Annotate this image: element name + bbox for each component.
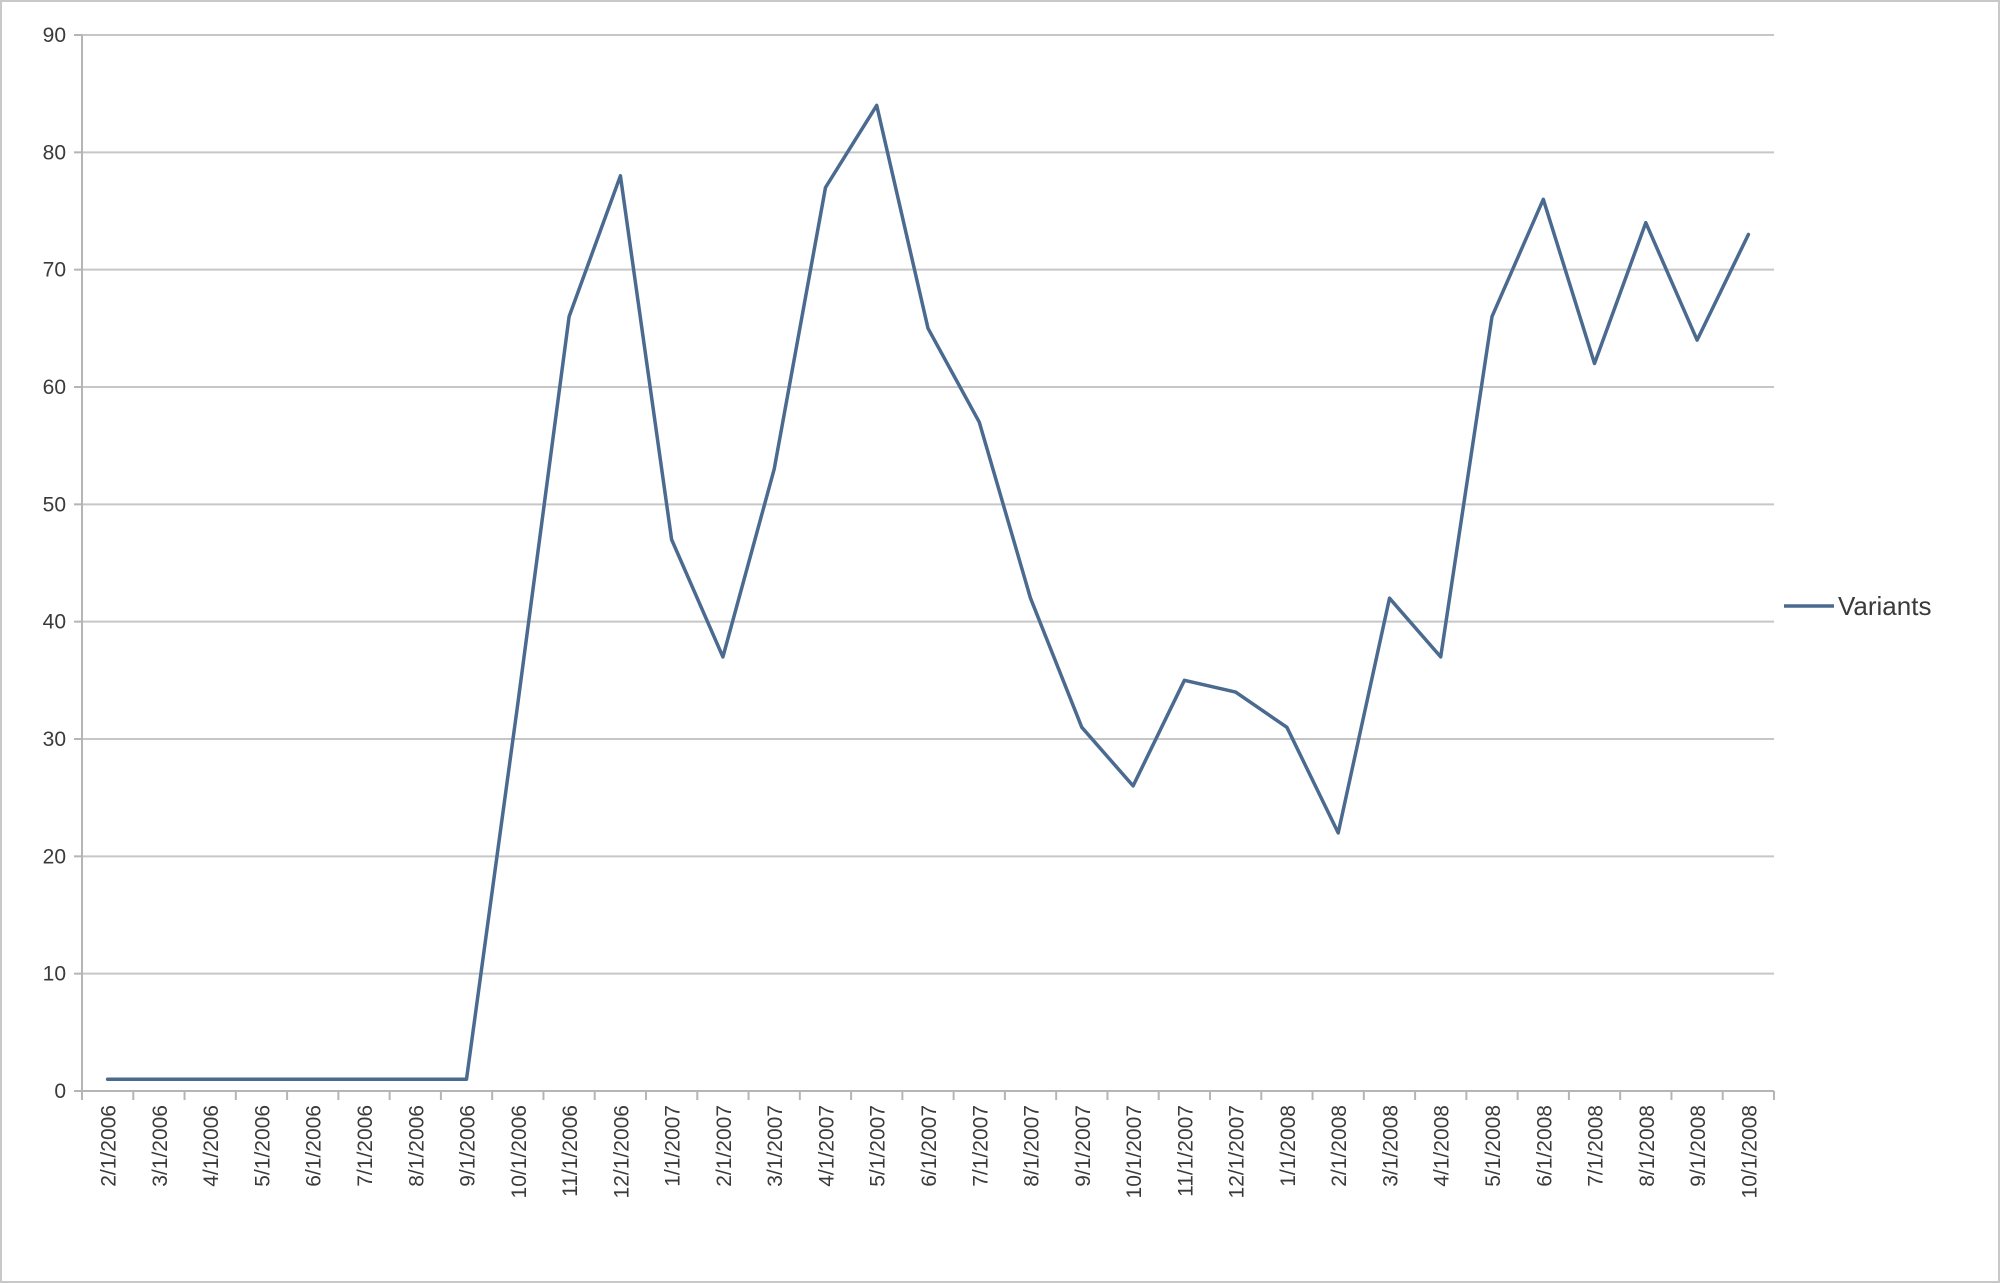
x-tick-label: 5/1/2007 xyxy=(867,1105,890,1187)
y-tick-label: 20 xyxy=(43,845,66,868)
x-tick-label: 2/1/2008 xyxy=(1328,1105,1351,1187)
x-tick-label: 3/1/2007 xyxy=(764,1105,787,1187)
x-tick-label: 11/1/2007 xyxy=(1174,1105,1197,1197)
y-axis-ticks: 0 10 20 30 40 50 60 70 80 90 xyxy=(43,24,66,1103)
x-tick-label: 7/1/2008 xyxy=(1585,1105,1608,1187)
legend-label: Variants xyxy=(1838,591,1931,621)
y-tick-label: 70 xyxy=(43,259,66,282)
x-tick-label: 7/1/2006 xyxy=(354,1105,377,1187)
x-tick-label: 5/1/2006 xyxy=(251,1105,274,1187)
y-tick-label: 60 xyxy=(43,376,66,399)
axes xyxy=(74,34,1775,1100)
x-tick-label: 10/1/2006 xyxy=(508,1105,531,1198)
series-group xyxy=(105,103,1751,1082)
y-tick-label: 80 xyxy=(43,141,66,164)
x-tick-label: 8/1/2007 xyxy=(1021,1105,1044,1187)
y-tick-label: 40 xyxy=(43,611,66,634)
x-axis-ticks: 2/1/2006 3/1/2006 4/1/2006 5/1/2006 6/1/2006… xyxy=(98,1105,1762,1198)
x-tick-label: 10/1/2008 xyxy=(1738,1105,1761,1198)
x-tick-label: 3/1/2006 xyxy=(149,1105,172,1187)
x-tick-label: 4/1/2007 xyxy=(815,1105,838,1187)
y-tick-label: 90 xyxy=(43,24,66,47)
x-tick-label: 9/1/2007 xyxy=(1072,1105,1095,1187)
x-tick-label: 8/1/2006 xyxy=(405,1105,428,1187)
x-tick-label: 2/1/2007 xyxy=(713,1105,736,1187)
x-tick-label: 2/1/2006 xyxy=(98,1105,121,1187)
x-tick-label: 12/1/2007 xyxy=(1226,1105,1249,1198)
x-tick-label: 9/1/2008 xyxy=(1687,1105,1710,1187)
x-tick-label: 6/1/2006 xyxy=(303,1105,326,1187)
x-tick-label: 4/1/2006 xyxy=(200,1105,223,1187)
gridlines xyxy=(82,34,1774,975)
x-tick-label: 7/1/2007 xyxy=(969,1105,992,1187)
x-tick-label: 6/1/2008 xyxy=(1533,1105,1556,1187)
x-tick-label: 12/1/2006 xyxy=(610,1105,633,1198)
legend: Variants xyxy=(1784,591,1931,621)
x-tick-label: 11/1/2006 xyxy=(559,1105,582,1197)
x-tick-label: 10/1/2007 xyxy=(1123,1105,1146,1198)
x-tick-label: 3/1/2008 xyxy=(1379,1105,1402,1187)
x-tick-label: 6/1/2007 xyxy=(918,1105,941,1187)
series-line-variants xyxy=(105,103,1751,1082)
x-tick-label: 8/1/2008 xyxy=(1636,1105,1659,1187)
y-tick-label: 30 xyxy=(43,728,66,751)
y-tick-label: 10 xyxy=(43,963,66,986)
x-tick-label: 5/1/2008 xyxy=(1482,1105,1505,1187)
x-tick-label: 1/1/2008 xyxy=(1277,1105,1300,1187)
x-tick-label: 1/1/2007 xyxy=(662,1105,685,1187)
x-tick-label: 4/1/2008 xyxy=(1431,1105,1454,1187)
x-tick-label: 9/1/2006 xyxy=(457,1105,480,1187)
y-tick-label: 0 xyxy=(54,1080,66,1103)
y-tick-label: 50 xyxy=(43,493,66,516)
